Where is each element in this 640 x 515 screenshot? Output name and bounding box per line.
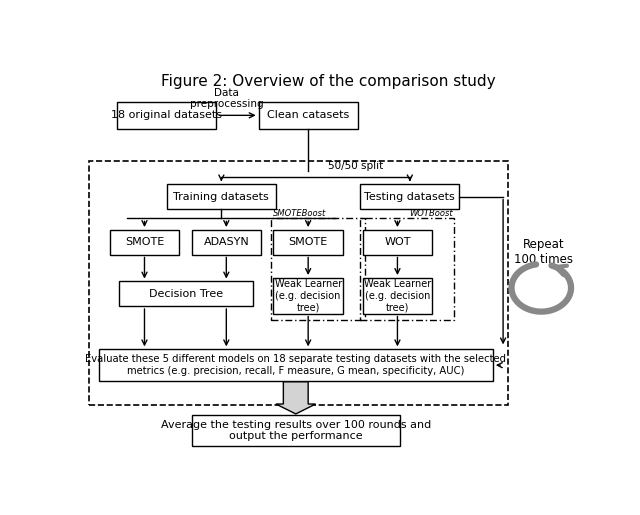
Text: Data
preprocessing: Data preprocessing [189, 88, 263, 109]
Text: Weak Learner
(e.g. decision
tree): Weak Learner (e.g. decision tree) [275, 279, 342, 313]
Text: Decision Tree: Decision Tree [148, 289, 223, 299]
Bar [360, 218, 454, 319]
Bar [259, 102, 358, 129]
Bar [363, 278, 432, 314]
Text: Repeat
100 times: Repeat 100 times [515, 238, 573, 266]
Polygon shape [276, 382, 316, 414]
Bar [271, 218, 365, 319]
Text: Weak Learner
(e.g. decision
tree): Weak Learner (e.g. decision tree) [364, 279, 431, 313]
Bar [89, 161, 508, 405]
Text: Clean catasets: Clean catasets [267, 110, 349, 121]
Text: 18 original datasets: 18 original datasets [111, 110, 222, 121]
Text: Evaluate these 5 different models on 18 separate testing datasets with the selec: Evaluate these 5 different models on 18 … [85, 354, 506, 376]
Text: Figure 2: Overview of the comparison study: Figure 2: Overview of the comparison stu… [161, 74, 495, 89]
Bar [360, 184, 460, 209]
Bar [191, 415, 400, 447]
Text: SMOTEBoost: SMOTEBoost [273, 209, 326, 218]
Bar [273, 278, 343, 314]
Bar [191, 230, 261, 254]
Text: Testing datasets: Testing datasets [364, 192, 455, 202]
Text: Average the testing results over 100 rounds and
output the performance: Average the testing results over 100 rou… [161, 420, 431, 441]
Text: Training datasets: Training datasets [173, 192, 269, 202]
Bar [167, 184, 276, 209]
Text: SMOTE: SMOTE [289, 237, 328, 247]
Bar [117, 102, 216, 129]
Text: ADASYN: ADASYN [204, 237, 249, 247]
Bar [363, 230, 432, 254]
Text: 50/50 split: 50/50 split [328, 161, 383, 171]
Bar [110, 230, 179, 254]
Bar [273, 230, 343, 254]
Bar [118, 282, 253, 306]
Text: WOTBoost: WOTBoost [409, 209, 452, 218]
Text: SMOTE: SMOTE [125, 237, 164, 247]
Bar [99, 349, 493, 381]
Text: WOT: WOT [384, 237, 411, 247]
